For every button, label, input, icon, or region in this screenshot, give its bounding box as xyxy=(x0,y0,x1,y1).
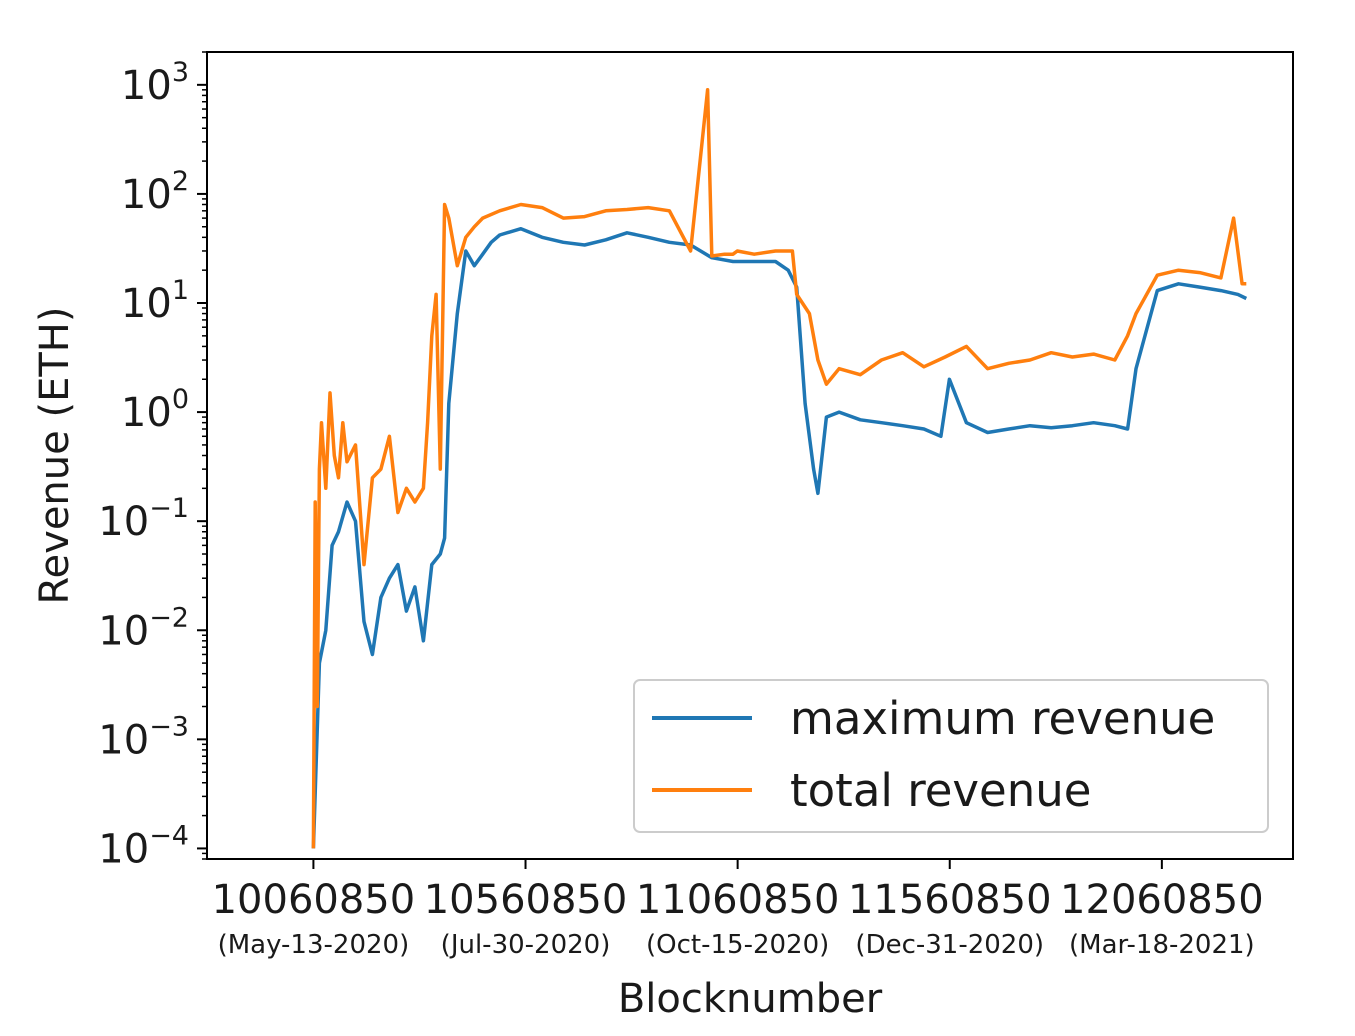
y-tick-label: 10−3 xyxy=(98,711,189,763)
y-tick-label: 10−1 xyxy=(98,493,189,545)
x-tick-label: 10560850 xyxy=(424,877,628,923)
y-axis: 10−4 10−3 10−2 10−1 100 101 102 103 xyxy=(98,51,207,872)
plot-lines xyxy=(311,88,1248,849)
x-tick-label: 11560850 xyxy=(848,877,1052,923)
x-tick-date-label: (Jul-30-2020) xyxy=(441,930,611,960)
legend-box xyxy=(633,679,1269,833)
x-tick-date-label: (May-13-2020) xyxy=(218,930,410,960)
x-tick-date-label: (Dec-31-2020) xyxy=(855,930,1044,960)
x-tick-label: 12060850 xyxy=(1060,877,1264,923)
legend-label-total-revenue: total revenue xyxy=(790,764,1091,817)
y-axis-title: Revenue (ETH) xyxy=(32,307,78,605)
x-tick-date-label: (Mar-18-2021) xyxy=(1069,930,1255,960)
x-tick-label: 10060850 xyxy=(212,877,416,923)
y-tick-label: 102 xyxy=(121,166,189,218)
y-tick-label: 101 xyxy=(121,275,189,327)
legend: maximum revenue total revenue xyxy=(633,679,1269,833)
x-tick-label: 11060850 xyxy=(636,877,840,923)
y-tick-label: 10−2 xyxy=(98,602,189,654)
legend-label-maximum-revenue: maximum revenue xyxy=(790,692,1215,745)
x-axis: 10060850 (May-13-2020) 10560850 (Jul-30-202… xyxy=(212,859,1264,960)
y-tick-label: 100 xyxy=(121,384,189,436)
y-tick-label: 103 xyxy=(121,57,189,109)
x-axis-title: Blocknumber xyxy=(618,976,883,1022)
x-tick-date-label: (Oct-15-2020) xyxy=(646,930,829,960)
series-line-total-revenue xyxy=(311,88,1247,849)
y-tick-label: 10−4 xyxy=(98,820,189,872)
